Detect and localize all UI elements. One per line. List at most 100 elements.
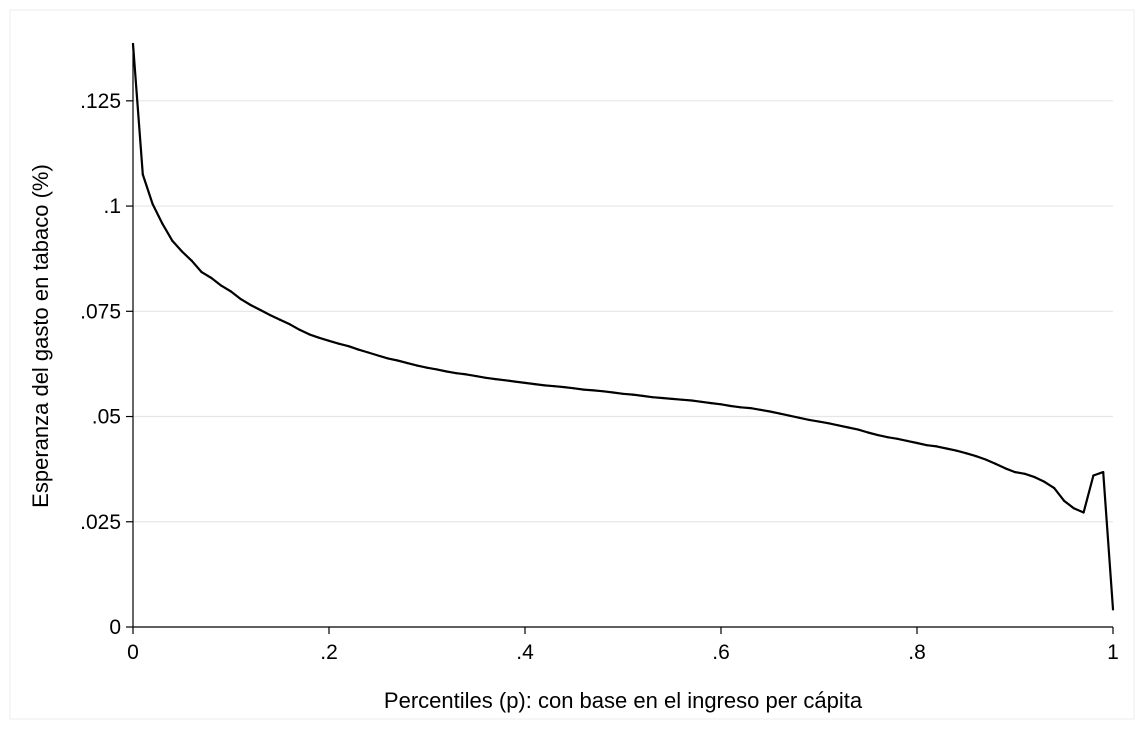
data-point bbox=[445, 370, 448, 373]
data-point bbox=[337, 342, 340, 345]
data-point bbox=[504, 379, 507, 382]
data-point bbox=[964, 452, 968, 455]
data-point bbox=[367, 351, 370, 354]
data-point bbox=[406, 362, 409, 365]
data-point bbox=[151, 202, 154, 206]
data-point bbox=[229, 290, 233, 293]
data-point bbox=[249, 303, 252, 307]
y-tick-label: .05 bbox=[92, 406, 121, 429]
data-point bbox=[798, 416, 801, 419]
x-tick-label: 1 bbox=[1107, 641, 1119, 664]
data-point bbox=[572, 387, 576, 390]
data-point bbox=[612, 391, 615, 394]
x-tick-label: .8 bbox=[908, 641, 926, 664]
data-point bbox=[278, 318, 282, 321]
data-point bbox=[347, 345, 350, 348]
data-point bbox=[543, 384, 546, 387]
data-point bbox=[523, 381, 527, 384]
data-point bbox=[455, 372, 458, 375]
data-point bbox=[1102, 471, 1105, 474]
axes bbox=[132, 44, 1113, 628]
data-point bbox=[298, 328, 301, 331]
data-point bbox=[327, 339, 331, 342]
data-point bbox=[396, 359, 399, 362]
data-point bbox=[896, 437, 899, 440]
data-point bbox=[171, 239, 174, 242]
data-point bbox=[651, 396, 654, 399]
data-point bbox=[582, 388, 585, 391]
data-point bbox=[680, 398, 683, 401]
data-point bbox=[906, 439, 909, 442]
y-axis-title: Esperanza del gasto en tabaco (%) bbox=[28, 164, 53, 508]
data-point bbox=[514, 380, 517, 383]
data-point bbox=[1033, 476, 1036, 479]
data-point bbox=[641, 394, 644, 397]
data-point bbox=[220, 284, 223, 287]
data-point bbox=[759, 408, 762, 411]
data-point bbox=[1043, 480, 1046, 483]
y-tick-label: .075 bbox=[80, 300, 121, 323]
data-point bbox=[876, 434, 879, 437]
data-point bbox=[710, 402, 713, 405]
data-point bbox=[994, 462, 997, 465]
data-point bbox=[915, 441, 919, 445]
data-point bbox=[700, 400, 703, 403]
data-point bbox=[376, 354, 380, 357]
data-point bbox=[553, 385, 556, 388]
data-point bbox=[318, 336, 321, 339]
data-point bbox=[357, 348, 360, 351]
data-point bbox=[239, 298, 242, 301]
data-point bbox=[494, 378, 497, 381]
data-point bbox=[621, 392, 625, 395]
data-point bbox=[474, 375, 478, 378]
data-point bbox=[1111, 608, 1115, 611]
series-layer bbox=[131, 42, 1115, 611]
data-point bbox=[984, 458, 987, 461]
data-point bbox=[563, 386, 566, 389]
data-point bbox=[749, 407, 752, 410]
data-point bbox=[974, 455, 977, 458]
x-axis-title: Percentiles (p): con base en el ingreso … bbox=[384, 688, 863, 713]
data-point bbox=[925, 444, 928, 447]
data-point bbox=[847, 426, 850, 429]
data-point bbox=[259, 308, 262, 312]
data-point bbox=[200, 271, 203, 274]
data-point bbox=[788, 414, 791, 417]
data-point bbox=[288, 323, 291, 326]
x-tick-label: .6 bbox=[712, 641, 730, 664]
data-point bbox=[857, 428, 860, 431]
data-point bbox=[778, 412, 781, 415]
data-point bbox=[210, 276, 213, 280]
data-point bbox=[631, 393, 634, 396]
y-tick-label: .1 bbox=[103, 195, 121, 218]
data-point bbox=[465, 373, 468, 376]
data-point bbox=[1053, 487, 1056, 490]
data-point bbox=[1062, 499, 1066, 502]
data-point bbox=[1082, 511, 1085, 514]
data-point bbox=[670, 397, 674, 400]
data-point bbox=[416, 364, 419, 367]
y-tick-label: .125 bbox=[80, 90, 121, 113]
data-point bbox=[161, 222, 164, 225]
data-point bbox=[533, 383, 536, 386]
data-point bbox=[817, 420, 821, 423]
data-point bbox=[386, 357, 389, 360]
data-point bbox=[484, 376, 487, 379]
data-point bbox=[866, 431, 870, 434]
data-point bbox=[808, 418, 811, 421]
data-point bbox=[945, 447, 948, 450]
data-point bbox=[739, 406, 742, 409]
y-ticks: 0 .025 .05 .075 .1 .125 bbox=[80, 90, 133, 639]
data-point bbox=[602, 390, 605, 393]
data-point bbox=[308, 333, 311, 336]
gridlines bbox=[133, 100, 1113, 523]
data-point bbox=[435, 368, 438, 371]
data-point bbox=[190, 259, 193, 262]
data-point bbox=[1023, 472, 1026, 475]
data-point bbox=[719, 403, 723, 406]
data-point bbox=[729, 404, 732, 408]
data-point bbox=[955, 449, 958, 452]
data-point bbox=[837, 424, 840, 427]
